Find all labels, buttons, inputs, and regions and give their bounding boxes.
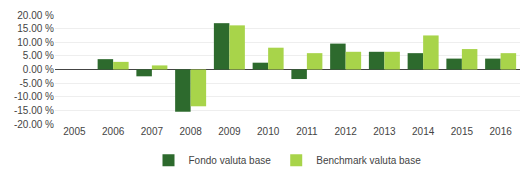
svg-text:2011: 2011: [296, 126, 318, 137]
svg-text:2014: 2014: [412, 126, 435, 137]
svg-text:Fondo valuta base: Fondo valuta base: [189, 155, 272, 166]
svg-text:15.00 %: 15.00 %: [17, 23, 54, 34]
svg-text:-15.00 %: -15.00 %: [14, 105, 54, 116]
svg-text:2007: 2007: [141, 126, 164, 137]
svg-text:-10.00 %: -10.00 %: [14, 91, 54, 102]
svg-text:5.00 %: 5.00 %: [23, 50, 54, 61]
svg-text:-5.00 %: -5.00 %: [20, 78, 55, 89]
svg-text:2015: 2015: [451, 126, 474, 137]
svg-text:2016: 2016: [490, 126, 513, 137]
svg-text:2009: 2009: [218, 126, 241, 137]
svg-text:0.00 %: 0.00 %: [23, 64, 54, 75]
svg-text:-20.00 %: -20.00 %: [14, 119, 54, 130]
svg-text:2010: 2010: [257, 126, 280, 137]
svg-text:2006: 2006: [102, 126, 125, 137]
svg-text:2013: 2013: [373, 126, 396, 137]
svg-text:10.00 %: 10.00 %: [17, 37, 54, 48]
svg-text:20.00 %: 20.00 %: [17, 10, 54, 21]
svg-text:2005: 2005: [63, 126, 86, 137]
svg-text:Benchmark valuta base: Benchmark valuta base: [316, 155, 421, 166]
svg-text:2008: 2008: [180, 126, 203, 137]
svg-text:2012: 2012: [335, 126, 358, 137]
